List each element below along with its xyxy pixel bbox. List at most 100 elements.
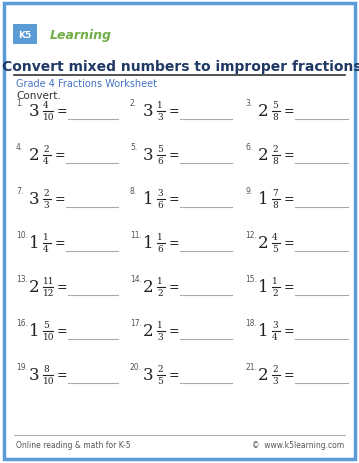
Text: 3: 3 bbox=[29, 103, 39, 120]
Text: 3: 3 bbox=[143, 147, 154, 164]
Text: 1: 1 bbox=[157, 233, 163, 242]
Text: 2: 2 bbox=[258, 103, 269, 120]
Text: =: = bbox=[169, 149, 180, 162]
Text: 3: 3 bbox=[157, 333, 163, 342]
Text: 2: 2 bbox=[258, 147, 269, 164]
Text: =: = bbox=[284, 325, 295, 338]
Text: 2: 2 bbox=[157, 365, 163, 374]
Text: 3: 3 bbox=[143, 367, 154, 384]
Text: =: = bbox=[169, 105, 180, 118]
Text: 5: 5 bbox=[272, 245, 278, 254]
Text: 11.: 11. bbox=[130, 231, 142, 239]
Text: 2: 2 bbox=[143, 323, 154, 340]
Text: 5: 5 bbox=[157, 145, 163, 154]
Text: =: = bbox=[169, 237, 180, 250]
Text: 1: 1 bbox=[143, 191, 154, 208]
Text: =: = bbox=[57, 369, 67, 382]
Text: =: = bbox=[169, 369, 180, 382]
Text: 2: 2 bbox=[157, 289, 163, 298]
Text: 15.: 15. bbox=[245, 275, 257, 283]
Text: 4: 4 bbox=[43, 245, 49, 254]
Text: 10.: 10. bbox=[16, 231, 28, 239]
Text: Online reading & math for K-5: Online reading & math for K-5 bbox=[16, 441, 131, 450]
Text: 12: 12 bbox=[43, 289, 54, 298]
Text: 1: 1 bbox=[43, 233, 49, 242]
Text: 1: 1 bbox=[29, 235, 39, 252]
Text: =: = bbox=[169, 281, 180, 294]
Text: 10: 10 bbox=[43, 377, 55, 386]
Text: 2: 2 bbox=[258, 235, 269, 252]
Text: 19.: 19. bbox=[16, 362, 28, 371]
Text: 5: 5 bbox=[272, 101, 278, 110]
Text: 8.: 8. bbox=[130, 187, 137, 195]
Text: 3: 3 bbox=[43, 201, 48, 210]
Text: 1: 1 bbox=[258, 323, 269, 340]
Text: 10: 10 bbox=[43, 113, 55, 122]
Text: =: = bbox=[284, 105, 295, 118]
Text: 3: 3 bbox=[157, 189, 163, 198]
Text: 20.: 20. bbox=[130, 362, 142, 371]
Text: =: = bbox=[284, 149, 295, 162]
Text: ©  www.k5learning.com: © www.k5learning.com bbox=[252, 441, 344, 450]
Text: 18.: 18. bbox=[245, 319, 257, 327]
Text: 1: 1 bbox=[157, 277, 163, 286]
Text: Convert mixed numbers to improper fractions: Convert mixed numbers to improper fracti… bbox=[2, 60, 359, 74]
Text: 21.: 21. bbox=[245, 362, 257, 371]
Text: 4: 4 bbox=[272, 233, 278, 242]
Text: 1: 1 bbox=[157, 101, 163, 110]
Text: 2: 2 bbox=[143, 279, 154, 296]
Text: 11: 11 bbox=[43, 277, 55, 286]
Text: 2.: 2. bbox=[130, 99, 137, 108]
Text: Grade 4 Fractions Worksheet: Grade 4 Fractions Worksheet bbox=[16, 79, 157, 89]
Text: 2: 2 bbox=[258, 367, 269, 384]
Text: 12.: 12. bbox=[245, 231, 257, 239]
Text: 3: 3 bbox=[272, 377, 278, 386]
Text: 7: 7 bbox=[272, 189, 278, 198]
Text: =: = bbox=[284, 281, 295, 294]
Text: =: = bbox=[57, 281, 67, 294]
Text: =: = bbox=[57, 325, 67, 338]
Text: 2: 2 bbox=[29, 279, 39, 296]
Text: K5: K5 bbox=[18, 31, 32, 39]
Text: 4: 4 bbox=[43, 157, 49, 166]
Text: 1: 1 bbox=[258, 191, 269, 208]
Text: 4: 4 bbox=[272, 333, 278, 342]
Text: 2: 2 bbox=[272, 289, 278, 298]
Text: Learning: Learning bbox=[50, 30, 112, 43]
Text: 3: 3 bbox=[157, 113, 163, 122]
Text: 5: 5 bbox=[157, 377, 163, 386]
Text: 13.: 13. bbox=[16, 275, 28, 283]
Text: 6: 6 bbox=[157, 201, 163, 210]
FancyBboxPatch shape bbox=[4, 4, 355, 459]
Text: 3: 3 bbox=[29, 191, 39, 208]
Text: =: = bbox=[284, 237, 295, 250]
Text: 5: 5 bbox=[43, 321, 49, 330]
Text: 2: 2 bbox=[29, 147, 39, 164]
Text: =: = bbox=[55, 237, 66, 250]
Text: 14.: 14. bbox=[130, 275, 142, 283]
Text: 10: 10 bbox=[43, 333, 55, 342]
Text: 1: 1 bbox=[157, 321, 163, 330]
Text: 3.: 3. bbox=[245, 99, 252, 108]
Text: 6: 6 bbox=[157, 157, 163, 166]
Text: =: = bbox=[169, 193, 180, 206]
Text: =: = bbox=[169, 325, 180, 338]
Text: 3: 3 bbox=[29, 367, 39, 384]
Text: 8: 8 bbox=[272, 113, 278, 122]
Text: =: = bbox=[55, 193, 66, 206]
Text: 1: 1 bbox=[272, 277, 278, 286]
Text: 6.: 6. bbox=[245, 143, 252, 152]
Text: 1: 1 bbox=[258, 279, 269, 296]
Text: 2: 2 bbox=[43, 189, 48, 198]
FancyBboxPatch shape bbox=[13, 25, 37, 45]
Text: 8: 8 bbox=[272, 157, 278, 166]
Text: 5.: 5. bbox=[130, 143, 137, 152]
Text: 16.: 16. bbox=[16, 319, 28, 327]
Text: 17.: 17. bbox=[130, 319, 142, 327]
Text: 4.: 4. bbox=[16, 143, 23, 152]
Text: 2: 2 bbox=[272, 145, 278, 154]
Text: 3: 3 bbox=[143, 103, 154, 120]
Text: 2: 2 bbox=[272, 365, 278, 374]
Text: =: = bbox=[284, 369, 295, 382]
Text: 1: 1 bbox=[143, 235, 154, 252]
